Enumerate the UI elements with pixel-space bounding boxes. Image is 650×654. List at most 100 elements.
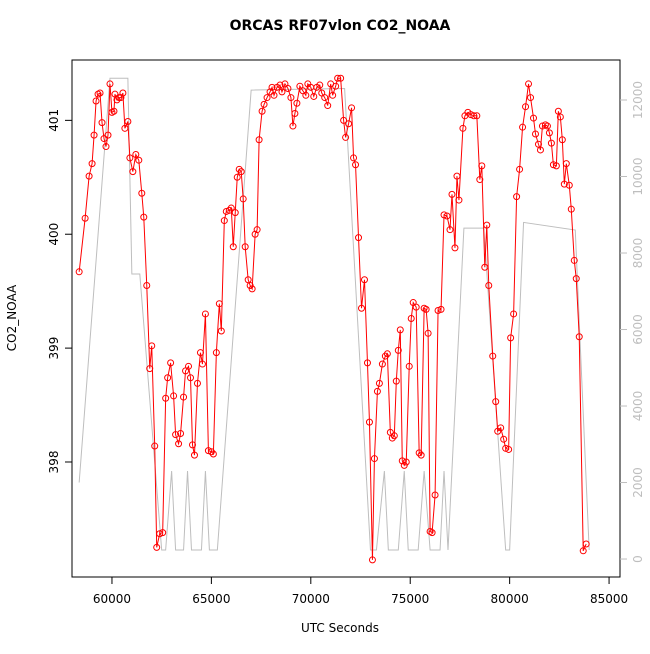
data-point <box>363 359 371 367</box>
data-point <box>375 379 383 387</box>
data-point <box>575 333 583 341</box>
y-tick-label: 401 <box>47 109 61 132</box>
data-point <box>113 96 121 104</box>
data-point <box>162 394 170 402</box>
data-point <box>355 234 363 242</box>
y2-tick-label: 6000 <box>631 314 645 345</box>
data-point <box>187 374 195 382</box>
data-point <box>570 256 578 264</box>
data-point <box>446 226 454 234</box>
data-point <box>342 133 350 141</box>
x-tick-label: 80000 <box>491 592 529 606</box>
y2-tick-label: 2000 <box>631 467 645 498</box>
data-point <box>258 107 266 115</box>
data-point <box>209 450 217 458</box>
data-point <box>104 131 112 139</box>
data-point <box>316 81 324 89</box>
data-point <box>360 276 368 284</box>
data-point <box>129 168 137 176</box>
data-point <box>560 180 568 188</box>
data-point <box>538 122 546 130</box>
data-point <box>543 122 551 130</box>
data-point <box>412 303 420 311</box>
x-tick-label: 70000 <box>292 592 330 606</box>
data-point <box>196 349 204 357</box>
data-point <box>140 213 148 221</box>
data-point <box>440 211 448 219</box>
data-point <box>579 547 587 555</box>
data-point <box>424 329 432 337</box>
data-point <box>485 281 493 289</box>
data-point <box>513 193 521 201</box>
data-point <box>227 204 235 212</box>
data-point <box>321 94 329 102</box>
data-point <box>398 457 406 465</box>
data-point <box>552 162 560 170</box>
data-point <box>536 146 544 154</box>
y2-tick-label: 0 <box>631 555 645 563</box>
data-point <box>81 214 89 222</box>
data-point <box>337 74 345 82</box>
data-point <box>102 143 110 151</box>
data-point <box>329 91 337 99</box>
data-point <box>473 112 481 120</box>
data-point <box>96 89 104 97</box>
y2-tick-label: 4000 <box>631 391 645 422</box>
data-point <box>451 244 459 252</box>
data-point <box>175 440 183 448</box>
data-point <box>212 349 220 357</box>
y-axis-title: CO2_NOAA <box>5 284 19 351</box>
data-point <box>143 281 151 289</box>
data-point <box>545 129 553 137</box>
data-point <box>126 154 134 162</box>
data-point <box>405 362 413 370</box>
data-point <box>437 305 445 313</box>
data-point <box>310 92 318 100</box>
data-point <box>502 444 510 452</box>
data-point <box>381 352 389 360</box>
data-point <box>138 189 146 197</box>
data-point <box>124 117 132 125</box>
data-point <box>434 307 442 315</box>
data-point <box>332 82 340 90</box>
data-point <box>207 448 215 456</box>
data-point <box>522 103 530 111</box>
data-point <box>392 377 400 385</box>
data-point <box>246 281 254 289</box>
data-point <box>415 449 423 457</box>
data-point <box>156 530 164 538</box>
x-tick-label: 60000 <box>93 592 131 606</box>
data-point <box>119 89 127 97</box>
data-point <box>201 310 209 318</box>
data-point <box>407 315 415 322</box>
data-point <box>268 83 276 91</box>
data-point <box>248 285 256 293</box>
data-point <box>164 374 172 382</box>
data-point <box>531 130 539 138</box>
data-point <box>193 379 201 387</box>
data-line <box>78 77 590 551</box>
data-point <box>110 107 118 115</box>
data-point <box>483 221 491 229</box>
data-point <box>525 80 533 88</box>
data-point <box>365 418 373 426</box>
data-point <box>287 94 295 102</box>
data-point <box>340 116 348 124</box>
data-point <box>378 360 386 368</box>
data-point <box>530 114 538 122</box>
x-axis-title: UTC Seconds <box>301 621 379 635</box>
data-point <box>507 334 515 342</box>
data-point <box>324 102 332 110</box>
data-point <box>215 300 223 308</box>
data-point <box>481 263 489 271</box>
data-point <box>453 172 461 180</box>
data-point <box>204 447 212 455</box>
data-point <box>489 352 497 360</box>
data-point <box>582 540 590 548</box>
data-point <box>400 461 408 469</box>
data-point <box>510 310 518 318</box>
data-point <box>225 206 233 214</box>
data-point <box>190 451 198 459</box>
